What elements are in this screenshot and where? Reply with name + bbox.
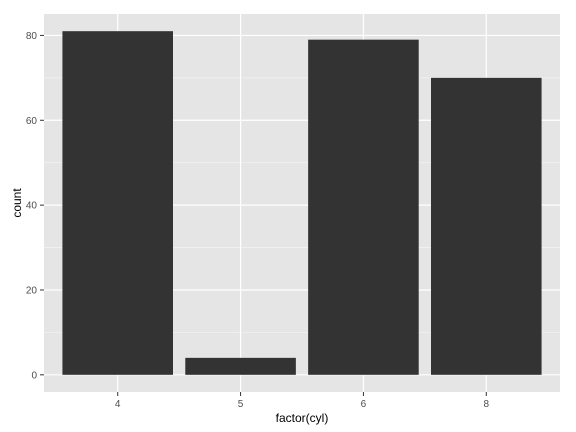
y-tick-label: 60 bbox=[26, 116, 38, 127]
bar-6 bbox=[308, 39, 419, 375]
y-tick-label: 40 bbox=[26, 201, 38, 212]
x-tick-label: 6 bbox=[361, 399, 367, 410]
y-tick-label: 0 bbox=[31, 370, 37, 381]
bars bbox=[62, 31, 542, 375]
y-axis-ticks: 0 20 40 60 80 bbox=[26, 31, 44, 381]
x-axis-title: factor(cyl) bbox=[276, 411, 329, 425]
x-tick-label: 8 bbox=[484, 399, 490, 410]
x-tick-label: 5 bbox=[238, 399, 244, 410]
bar-4 bbox=[62, 31, 173, 375]
y-tick-label: 80 bbox=[26, 31, 38, 42]
x-tick-label: 4 bbox=[115, 399, 121, 410]
y-tick-label: 20 bbox=[26, 285, 38, 296]
bar-5 bbox=[185, 357, 296, 375]
y-axis-title: count bbox=[10, 188, 24, 218]
x-axis-ticks: 4 5 6 8 bbox=[115, 392, 490, 410]
bar-8 bbox=[431, 77, 542, 375]
